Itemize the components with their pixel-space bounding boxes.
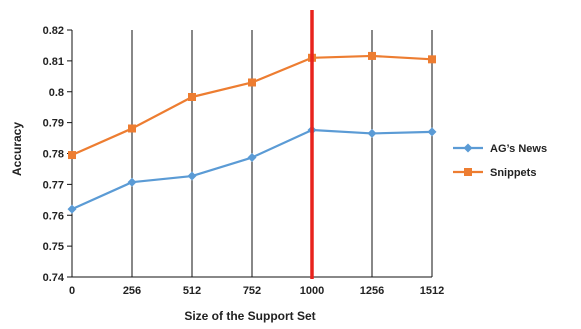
y-tick-label: 0.82 [43,25,64,37]
y-tick-label: 0.79 [43,118,64,130]
y-tick-label: 0.74 [43,272,65,284]
legend-label: Snippets [490,167,536,179]
legend-marker [463,143,473,153]
series-point [248,78,256,87]
series-point [128,124,136,133]
legend-marker [464,168,472,176]
y-tick-label: 0.8 [49,87,64,99]
series-point [427,127,437,137]
y-axis-label: Accuracy [10,122,24,176]
series-point [187,171,197,181]
series-point [368,51,376,60]
y-tick-label: 0.76 [43,210,64,222]
legend: AG’s News Snippets [453,143,547,179]
y-tick-label: 0.78 [43,149,64,161]
x-tick-label: 256 [123,285,141,297]
label-layer: 0 256 512 752 1000 1256 1512 0.74 0.75 0.76 0.77 0.… [43,25,445,297]
x-tick-label: 1256 [360,285,384,297]
grid-layer [131,30,433,277]
x-axis-label: Size of the Support Set [184,309,315,323]
series-point [428,55,436,64]
series-point [68,151,76,160]
y-tick-label: 0.81 [43,56,64,68]
y-tick-label: 0.77 [43,179,64,191]
series-point [247,153,257,163]
series-layer [67,10,437,279]
series-point [127,177,137,187]
x-tick-label: 1000 [300,285,324,297]
axis-layer [67,29,432,278]
y-tick-label: 0.75 [43,241,64,253]
series-point [367,128,377,138]
legend-label: AG’s News [490,143,547,155]
series-point [188,92,196,101]
x-tick-label: 512 [183,285,201,297]
x-tick-label: 0 [69,285,75,297]
series-point [67,204,77,214]
x-tick-label: 1512 [420,285,444,297]
x-tick-label: 752 [243,285,261,297]
